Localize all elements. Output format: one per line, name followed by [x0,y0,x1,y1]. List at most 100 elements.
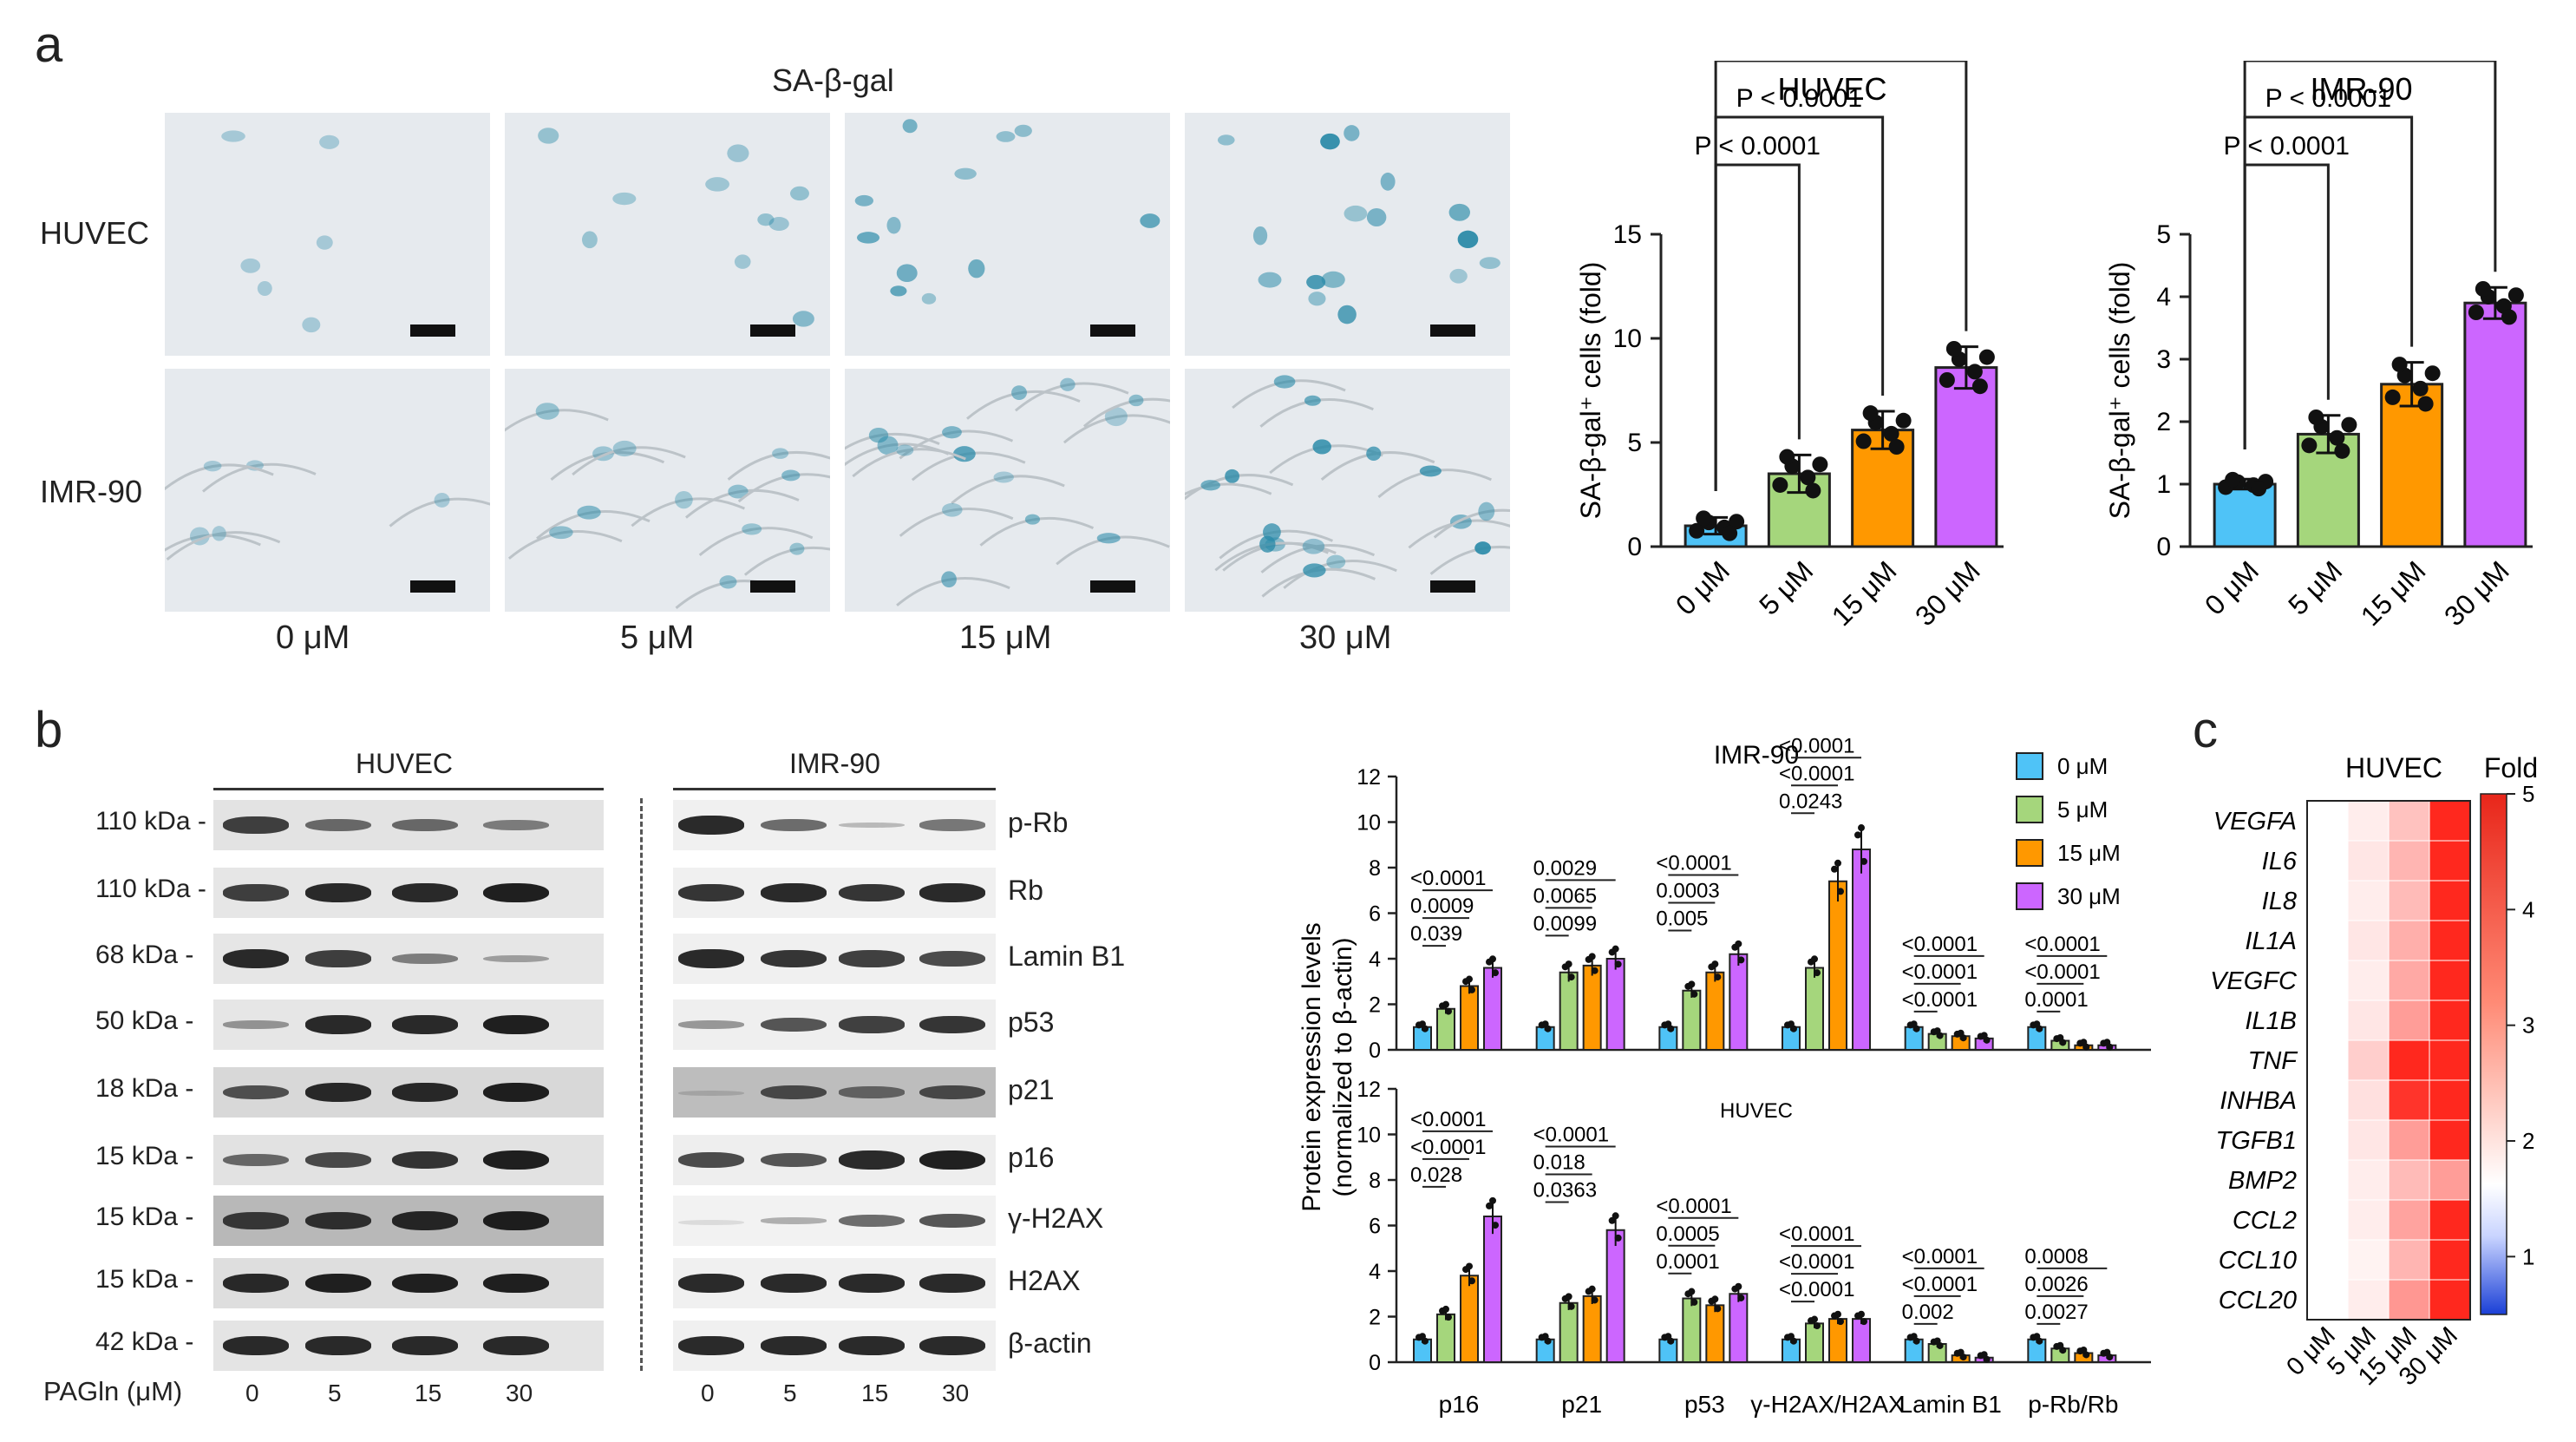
blot-band [839,1086,905,1098]
cell-stain [757,213,775,226]
cell-stain [941,502,963,517]
colorbar-tick-label: 2 [2522,1128,2534,1154]
colorbar-title: Fold [2484,752,2538,783]
blot-band [305,1273,371,1294]
x-tick-label: p16 [1439,1391,1480,1418]
micrograph-cells [854,119,1161,305]
bar [1582,1295,1602,1363]
cell-process [685,488,800,519]
data-point [1910,1020,1918,1028]
blot-band [919,1336,985,1355]
p-value-label: 0.0065 [1533,884,1597,908]
p-value-label: 0.0001 [1656,1250,1719,1274]
cell-stain [902,119,918,134]
blot-band [392,883,458,902]
bar [1729,953,1749,1051]
bar [1828,1318,1847,1363]
blot-band [223,1274,289,1293]
chart-title: HUVEC [1777,71,1886,107]
data-point [1664,1333,1672,1340]
blot-band [223,816,289,834]
legend-swatch [2016,882,2043,910]
heatmap-cell [2429,920,2471,961]
data-point [1860,1318,1867,1326]
data-point [2225,471,2241,488]
data-point [1805,482,1821,499]
blot-band [761,1336,827,1355]
heatmap-cell [2347,1159,2390,1201]
p-value-label: P < 0.0001 [2224,132,2350,161]
cell-process [1014,382,1129,412]
data-point [1714,973,1722,981]
blot-band [305,883,371,902]
scale-bar [410,580,455,593]
micrograph-cells [1217,125,1500,324]
heatmap-cell [2388,1199,2430,1241]
cell-stain [1303,563,1326,578]
data-point [1690,990,1698,998]
heatmap-cell [2347,1239,2390,1281]
y-tick-label: 0 [2156,533,2171,561]
p-value-label: 0.028 [1410,1163,1462,1187]
data-point [1711,1295,1719,1303]
x-tick-label: 30 μM [1909,554,1986,632]
heatmap-cell [2347,1039,2390,1081]
blot-header-line-imr90 [673,788,996,790]
dose-tick-huvec: 5 [328,1380,342,1406]
data-point [1486,1202,1493,1209]
data-point [1565,1293,1572,1301]
y-tick-label: 8 [1369,856,1381,881]
data-point [1468,1277,1475,1285]
data-point [1591,967,1599,974]
micrograph-cells [221,130,340,333]
cell-process [165,463,274,491]
bar [1852,849,1871,1051]
data-point [1957,1029,1965,1037]
cell-process [389,497,490,528]
cell-process [1185,482,1272,496]
cell-stain [921,292,937,305]
blot-band [305,1015,371,1034]
heatmap-frame [2306,800,2471,1321]
blot-band [839,1336,905,1355]
heatmap-title: HUVEC [2345,752,2442,783]
data-point [1689,522,1705,539]
cell-stain [1014,124,1032,137]
data-point [2475,281,2491,297]
heatmap-cell [2388,1119,2430,1161]
cell-stain [1337,305,1357,324]
data-point [2501,309,2517,325]
cell-process [1260,544,1376,574]
p-value-label: <0.0001 [1779,762,1854,785]
p-value-label: 0.0001 [2024,988,2088,1012]
data-point [1588,1285,1596,1293]
bar [1605,1229,1625,1363]
cell-stain [941,571,957,588]
cell-stain [734,254,751,269]
dose-tick-huvec: 30 [506,1380,533,1406]
data-point [1541,1020,1549,1028]
data-point [1419,1333,1426,1340]
p-value-label: <0.0001 [1779,1278,1854,1301]
bar [1805,1322,1824,1363]
bar [1559,1301,1579,1363]
subchart-title: HUVEC [1720,1099,1793,1123]
cell-stain [675,490,693,509]
bar [1460,1275,1479,1363]
dose-tick-imr90: 5 [783,1380,797,1406]
p-value-label: <0.0001 [1779,737,1854,757]
blot-band [305,950,371,967]
blot-band [839,1016,905,1033]
p-value-label: <0.0001 [1410,1108,1486,1131]
bar [1705,971,1725,1051]
legend-swatch [2016,796,2043,823]
kda-label: 110 kDa - [95,875,206,903]
cell-stain [1479,257,1500,269]
p-value-label: 0.0363 [1533,1178,1597,1202]
gene-label: VEGFA [2213,808,2297,836]
cell-stain [257,281,272,296]
legend-label: 15 μM [2057,840,2121,866]
y-tick-label: 3 [2156,345,2171,374]
blot-band [761,818,827,832]
bar [1682,1297,1702,1363]
